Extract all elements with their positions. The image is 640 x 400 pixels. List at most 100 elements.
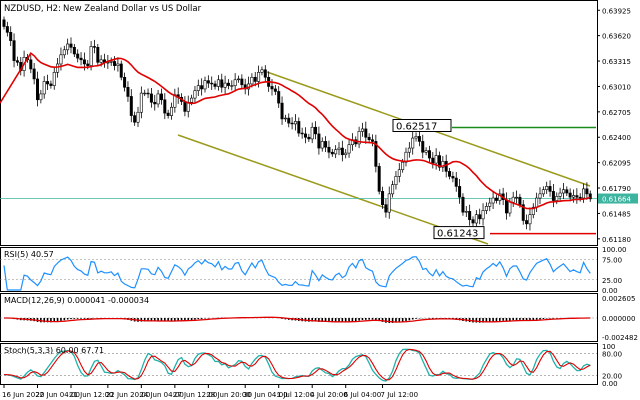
candle bbox=[515, 196, 519, 199]
candle bbox=[518, 196, 522, 205]
candle bbox=[337, 147, 341, 151]
candle bbox=[464, 211, 468, 213]
candle bbox=[588, 193, 592, 200]
candle bbox=[109, 61, 113, 63]
candle bbox=[471, 219, 475, 224]
candle bbox=[203, 80, 207, 90]
candle bbox=[531, 206, 535, 215]
price-tick-label: 0.61790 bbox=[602, 185, 631, 193]
candle bbox=[340, 147, 344, 156]
candle bbox=[56, 63, 60, 73]
candle bbox=[548, 186, 552, 192]
candle bbox=[190, 97, 194, 103]
candle bbox=[5, 26, 9, 33]
candle bbox=[183, 101, 187, 112]
candle bbox=[116, 63, 120, 66]
candle bbox=[66, 43, 70, 51]
candle bbox=[555, 196, 559, 201]
candle bbox=[454, 177, 458, 187]
chart-description: New Zealand Dollar vs US Dollar bbox=[63, 4, 202, 14]
candle bbox=[324, 141, 328, 148]
candle bbox=[374, 141, 378, 167]
price-tick-label: 0.62705 bbox=[602, 109, 631, 117]
candle bbox=[133, 115, 137, 123]
candle bbox=[508, 201, 512, 214]
candle bbox=[253, 76, 257, 82]
candle bbox=[431, 157, 435, 164]
candle bbox=[99, 59, 103, 63]
candle bbox=[360, 128, 364, 132]
candle bbox=[52, 71, 56, 86]
candle bbox=[42, 81, 46, 95]
current-price-tag bbox=[598, 193, 638, 204]
candle bbox=[521, 204, 525, 221]
candle bbox=[35, 78, 39, 101]
candle bbox=[528, 214, 532, 225]
candle bbox=[263, 69, 267, 78]
candle bbox=[163, 99, 167, 114]
time-tick-label: 27 Jun 12:00 bbox=[173, 391, 217, 399]
macd-signal-line bbox=[4, 316, 591, 323]
candle bbox=[478, 214, 482, 220]
candle bbox=[59, 54, 63, 65]
candle bbox=[317, 133, 321, 149]
time-tick-label: 28 Jun 20:00 bbox=[206, 391, 250, 399]
rsi-tick-label: 0.00 bbox=[602, 287, 618, 295]
candle bbox=[307, 136, 311, 140]
stoch-tick-label: 100 bbox=[602, 343, 615, 351]
candle bbox=[92, 46, 96, 48]
candle bbox=[484, 206, 488, 211]
candle bbox=[511, 196, 515, 203]
candle bbox=[330, 151, 334, 155]
candle bbox=[407, 147, 411, 153]
candle bbox=[427, 150, 431, 159]
candle bbox=[49, 83, 53, 86]
candle bbox=[237, 78, 241, 81]
candle bbox=[166, 112, 170, 116]
candle bbox=[123, 76, 127, 88]
candle bbox=[498, 193, 502, 201]
candle bbox=[280, 102, 284, 120]
candle bbox=[421, 141, 425, 153]
price-tick-label: 0.61180 bbox=[602, 236, 631, 244]
price-tick-label: 0.62095 bbox=[602, 160, 631, 168]
price-tick-label: 0.63925 bbox=[602, 7, 631, 15]
macd-tick-label: -0.002482 bbox=[602, 334, 638, 342]
macd-tick-label: 0.002605 bbox=[602, 295, 635, 303]
candle bbox=[283, 117, 287, 120]
candle bbox=[525, 220, 529, 225]
rsi-tick-label: 25.00 bbox=[602, 277, 622, 285]
candle bbox=[541, 189, 545, 195]
candle bbox=[250, 76, 254, 85]
channel-line-lower bbox=[177, 134, 489, 245]
candle bbox=[159, 93, 163, 101]
candle bbox=[89, 46, 93, 66]
rsi-tick-label: 100.00 bbox=[602, 246, 627, 254]
candle bbox=[69, 43, 73, 48]
candle bbox=[213, 83, 217, 87]
stoch-signal-line bbox=[3, 348, 591, 381]
macd-tick-label: 0.000000 bbox=[602, 315, 635, 323]
candle bbox=[494, 197, 498, 201]
candle bbox=[113, 61, 117, 66]
time-tick-label: 7 Jul 12:00 bbox=[381, 391, 419, 399]
candle bbox=[273, 88, 277, 92]
stoch-tick-label: 0.00 bbox=[602, 380, 618, 388]
rsi-plot bbox=[0, 256, 597, 291]
candle bbox=[414, 136, 418, 139]
time-tick-label: 24 Jun 04:00 bbox=[139, 391, 183, 399]
support-label: 0.61243 bbox=[437, 229, 478, 240]
candle bbox=[461, 196, 465, 213]
price-tick-label: 0.63315 bbox=[602, 58, 631, 66]
time-tick-label: 1 Jul 12:00 bbox=[277, 391, 315, 399]
candle bbox=[9, 32, 13, 41]
candle bbox=[210, 82, 214, 85]
candle bbox=[568, 192, 572, 198]
candle bbox=[46, 81, 50, 85]
macd-pane bbox=[0, 293, 598, 342]
candle bbox=[545, 186, 549, 191]
candle bbox=[96, 47, 100, 63]
candle bbox=[260, 69, 264, 73]
current-price-label: 0.61664 bbox=[602, 196, 631, 204]
